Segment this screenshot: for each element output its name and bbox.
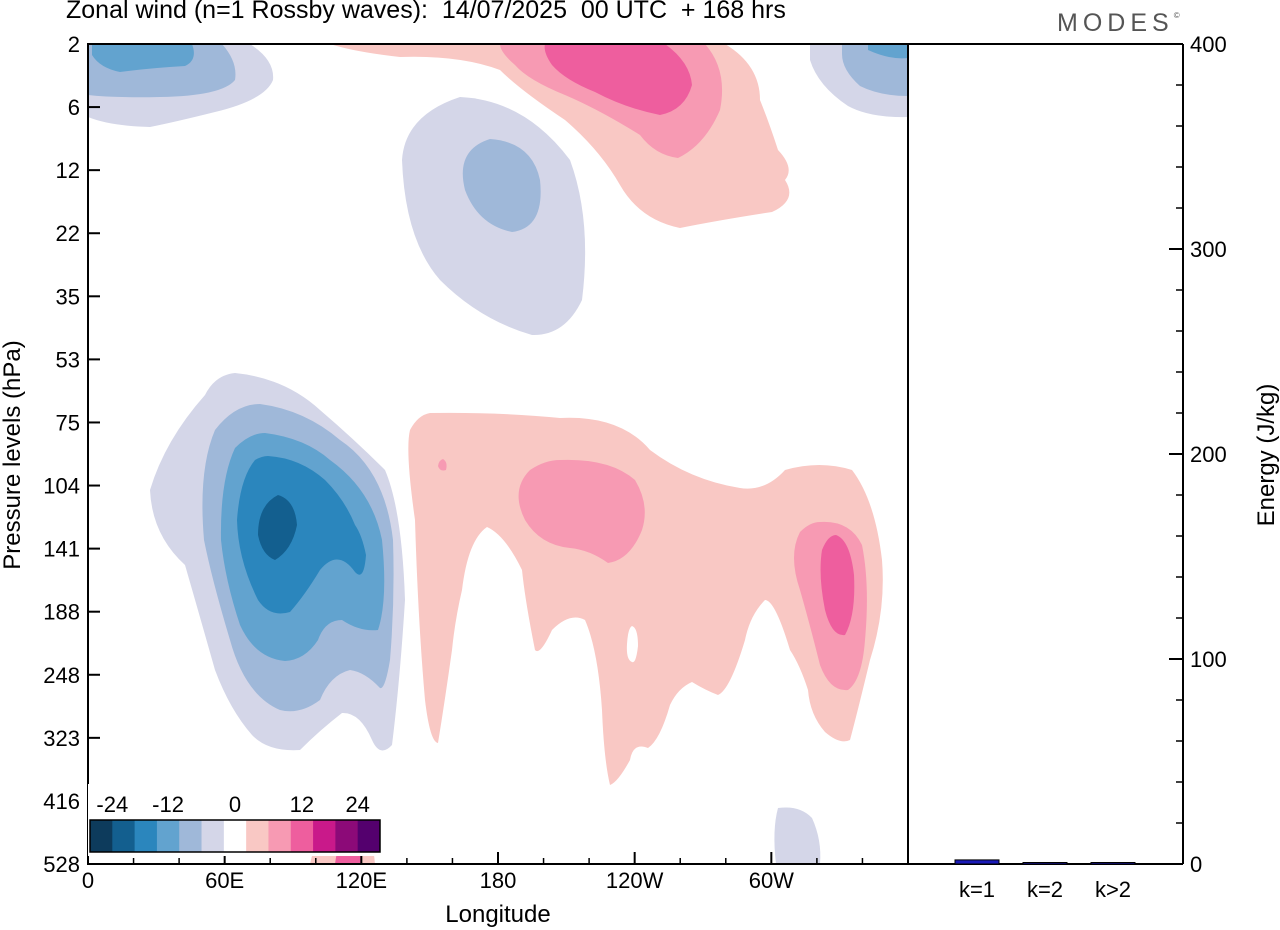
energy-tick-label: 100 [1190,647,1227,672]
colorbar-swatch [201,820,225,852]
colorbar-swatch [246,820,269,852]
colorbar-swatch [223,820,247,852]
y-tick-label: 2 [68,32,80,57]
y-tick-label: 141 [43,537,80,562]
energy-tick-label: 300 [1190,237,1227,262]
x-axis-title: Longitude [445,901,550,928]
x-tick-label: 0 [82,868,94,893]
colorbar-swatch [357,820,381,852]
y-axis-title: Pressure levels (hPa) [0,340,26,569]
y-tick-label: 6 [68,95,80,120]
contour-neg-bottom [774,807,821,864]
energy-bar-label: k=1 [959,877,995,902]
contour-pos-lower-dot [438,459,447,471]
colorbar-swatch [134,820,158,852]
energy-axis-title: Energy (J/kg) [1253,384,1280,527]
energy-bar-label: k=2 [1027,877,1063,902]
colorbar-swatch [179,820,203,852]
x-tick-label: 60E [205,868,244,893]
longitude-axis: 0 60E 120E 180 120W 60W [82,852,864,893]
energy-tick-label: 0 [1190,852,1202,877]
energy-bar [954,859,1000,865]
energy-bar [1022,862,1068,865]
colorbar-swatch [156,820,180,852]
logo-mark: © [1173,11,1180,20]
x-tick-label: 120E [336,868,387,893]
contour-pos-upper-inner [544,44,692,115]
colorbar-swatch [290,820,314,852]
x-tick-label: 60W [749,868,794,893]
colorbar-label: 24 [345,792,369,817]
contour-neg-lower-left-core [258,495,297,560]
colorbar-swatch [112,820,136,852]
logo-text: MODES [1057,9,1174,37]
contour-pos-lower-mid-left [518,459,645,563]
colorbar-label: -24 [96,792,128,817]
pressure-axis: 2 6 12 22 35 53 75 104 141 188 248 323 416 528 [43,32,100,877]
contour-neg-upper-middle-inner [462,139,541,232]
colorbar-label: -12 [152,792,184,817]
y-tick-label: 248 [43,663,80,688]
y-tick-label: 416 [43,789,80,814]
contour-neg-upper-left-inner [92,44,194,72]
colorbar-frame [89,819,381,853]
modes-logo: MODES© [1057,9,1180,38]
y-tick-label: 53 [56,347,80,372]
chart-title: Zonal wind (n=1 Rossby waves): 14/07/202… [66,0,786,24]
energy-bar [1090,862,1136,865]
colorbar-label: 0 [229,792,241,817]
contour-pos-lower-inner-right [820,535,855,636]
y-tick-label: 12 [56,158,80,183]
contour-field [88,44,908,864]
y-tick-label: 528 [43,852,80,877]
contour-pos-lower-hole-small [626,626,638,663]
y-tick-label: 188 [43,600,80,625]
y-tick-label: 75 [56,410,80,435]
colorbar-swatch [335,820,359,852]
x-tick-label: 180 [480,868,517,893]
colorbar-swatch [268,820,292,852]
x-tick-label: 120W [606,868,664,893]
energy-tick-label: 400 [1190,32,1227,57]
y-tick-label: 22 [56,221,80,246]
contour-neg-upper-right-inner [868,44,908,59]
energy-tick-label: 200 [1190,442,1227,467]
colorbar-label: 12 [290,792,314,817]
colorbar-swatch [90,820,113,852]
y-tick-label: 35 [56,284,80,309]
energy-bar-label: k>2 [1095,877,1131,902]
colorbar-swatch [313,820,336,852]
colorbar: -24 -12 0 12 24 [88,784,382,856]
energy-bars: k=1 k=2 k>2 [954,859,1136,902]
y-tick-label: 323 [43,726,80,751]
contour-neg-lower-left-inner2 [237,456,366,614]
y-tick-label: 104 [43,474,80,499]
energy-axis: 0 100 200 300 400 [1169,32,1227,877]
